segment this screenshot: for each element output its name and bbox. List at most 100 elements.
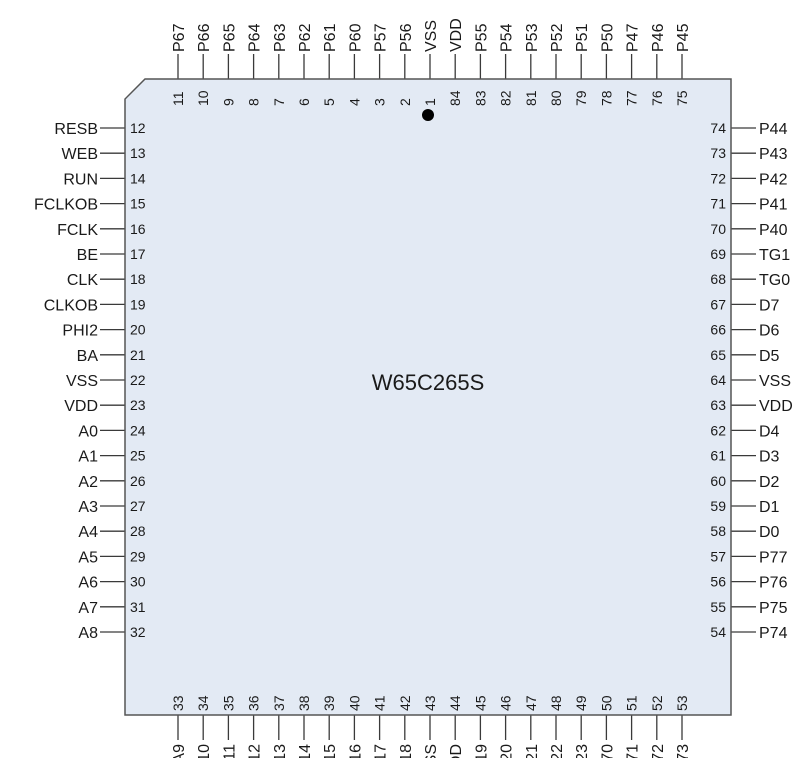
pin-bottom-49: 49 A23 (573, 695, 591, 758)
pin-top-6: P62 6 (296, 23, 314, 106)
pin-number: 75 (674, 90, 690, 106)
pin-label: A1 (78, 449, 98, 466)
pin-number: 43 (422, 695, 438, 711)
pin-label: P55 (473, 23, 490, 52)
pin-number: 26 (130, 473, 146, 489)
pin-number: 11 (170, 91, 186, 106)
pin-number: 32 (130, 624, 146, 640)
pin-label: P70 (599, 744, 616, 758)
pin-number: 58 (710, 523, 726, 539)
pin-number: 12 (130, 120, 146, 136)
pin-number: 42 (397, 695, 413, 711)
pins: P6711P6610P659P648P637P626P615P604P573P5… (34, 18, 793, 758)
pin-number: 73 (710, 145, 726, 161)
pin-number: 82 (498, 90, 514, 106)
pin-number: 45 (472, 695, 488, 711)
pin-number: 3 (372, 98, 388, 106)
pin-right-57: 57 P77 (710, 548, 787, 566)
pin-number: 59 (710, 498, 726, 514)
pin-top-84: VDD 84 (447, 18, 465, 106)
pin-label: A14 (297, 744, 314, 758)
pin-number: 81 (523, 90, 539, 106)
pin-number: 47 (523, 695, 539, 711)
pin-number: 22 (130, 372, 146, 388)
pin-bottom-45: 45 A19 (472, 695, 490, 758)
pin-right-62: 62 D4 (710, 422, 779, 440)
pin-label: VDD (64, 398, 98, 415)
pin-number: 1 (422, 98, 438, 106)
pin-number: 5 (321, 98, 337, 106)
pin-right-69: 69 TG1 (710, 246, 790, 264)
pin-label: A2 (78, 474, 98, 491)
pin-label: A6 (78, 575, 98, 592)
pin-right-54: 54 P74 (710, 624, 787, 642)
pin-number: 84 (447, 90, 463, 106)
pin-label: VSS (66, 373, 98, 390)
pin-left-31: A7 31 (78, 599, 145, 617)
pin-number: 34 (195, 695, 211, 711)
pin-left-27: A3 27 (78, 498, 145, 516)
pin-number: 28 (130, 523, 146, 539)
pin-label: P63 (272, 23, 289, 52)
pin-label: A21 (524, 744, 541, 758)
pin-leads (100, 54, 756, 740)
pin-number: 57 (710, 548, 726, 564)
pin-right-68: 68 TG0 (710, 271, 790, 289)
pin-number: 20 (130, 322, 146, 338)
pin-label: A4 (78, 524, 98, 541)
pin-left-24: A0 24 (78, 422, 145, 440)
pin-number: 69 (710, 246, 726, 262)
pin-number: 53 (674, 695, 690, 711)
pin-number: 31 (130, 599, 146, 615)
pin-right-71: 71 P41 (710, 196, 787, 214)
pin-top-11: P67 11 (170, 23, 188, 106)
pin-number: 25 (130, 448, 146, 464)
pin-label: FCLKOB (34, 197, 98, 214)
pin-label: D2 (759, 474, 780, 491)
pin-label: A20 (499, 744, 516, 758)
pin-label: RUN (63, 171, 98, 188)
pin-left-17: BE 17 (77, 246, 146, 264)
pin-number: 51 (624, 695, 640, 711)
pin-left-23: VDD 23 (64, 397, 146, 415)
pin-number: 61 (710, 448, 726, 464)
pin-number: 71 (710, 196, 726, 212)
pin-label: A17 (373, 744, 390, 758)
pin-label: P40 (759, 222, 788, 239)
pin-bottom-46: 46 A20 (498, 695, 516, 758)
pin-bottom-47: 47 A21 (523, 695, 541, 758)
pin-label: P72 (650, 744, 667, 758)
pin-bottom-36: 36 A12 (246, 695, 264, 758)
pin-label: A15 (322, 744, 339, 758)
pin-bottom-35: 35 A11 (220, 695, 238, 758)
pin-left-29: A5 29 (78, 548, 145, 566)
pin-label: P66 (196, 23, 213, 52)
pin-label: P47 (625, 23, 642, 52)
pin-number: 76 (649, 90, 665, 106)
pin-number: 10 (195, 90, 211, 106)
pin-number: 9 (220, 98, 236, 106)
pin-right-67: 67 D7 (710, 296, 779, 314)
pin-label: P46 (650, 23, 667, 52)
pin-left-19: CLKOB 19 (44, 296, 146, 314)
pin-label: A5 (78, 549, 98, 566)
pin-top-10: P66 10 (195, 23, 213, 106)
pin-bottom-41: 41 A17 (372, 695, 390, 758)
pin-bottom-38: 38 A14 (296, 695, 314, 758)
pin1-marker (422, 109, 434, 121)
pin-label: BE (77, 247, 98, 264)
pin-label: D4 (759, 423, 780, 440)
pin-number: 55 (710, 599, 726, 615)
pin-top-2: P56 2 (397, 23, 415, 106)
pin-number: 7 (271, 98, 287, 106)
pin-label: VDD (448, 744, 465, 758)
pin-label: D1 (759, 499, 780, 516)
pin-left-32: A8 32 (78, 624, 145, 642)
pin-label: D0 (759, 524, 780, 541)
pin-label: TG1 (759, 247, 790, 264)
pin-right-58: 58 D0 (710, 523, 779, 541)
pin-label: A10 (196, 744, 213, 758)
pin-number: 70 (710, 221, 726, 237)
pin-label: D7 (759, 297, 780, 314)
pin-label: P44 (759, 121, 788, 138)
